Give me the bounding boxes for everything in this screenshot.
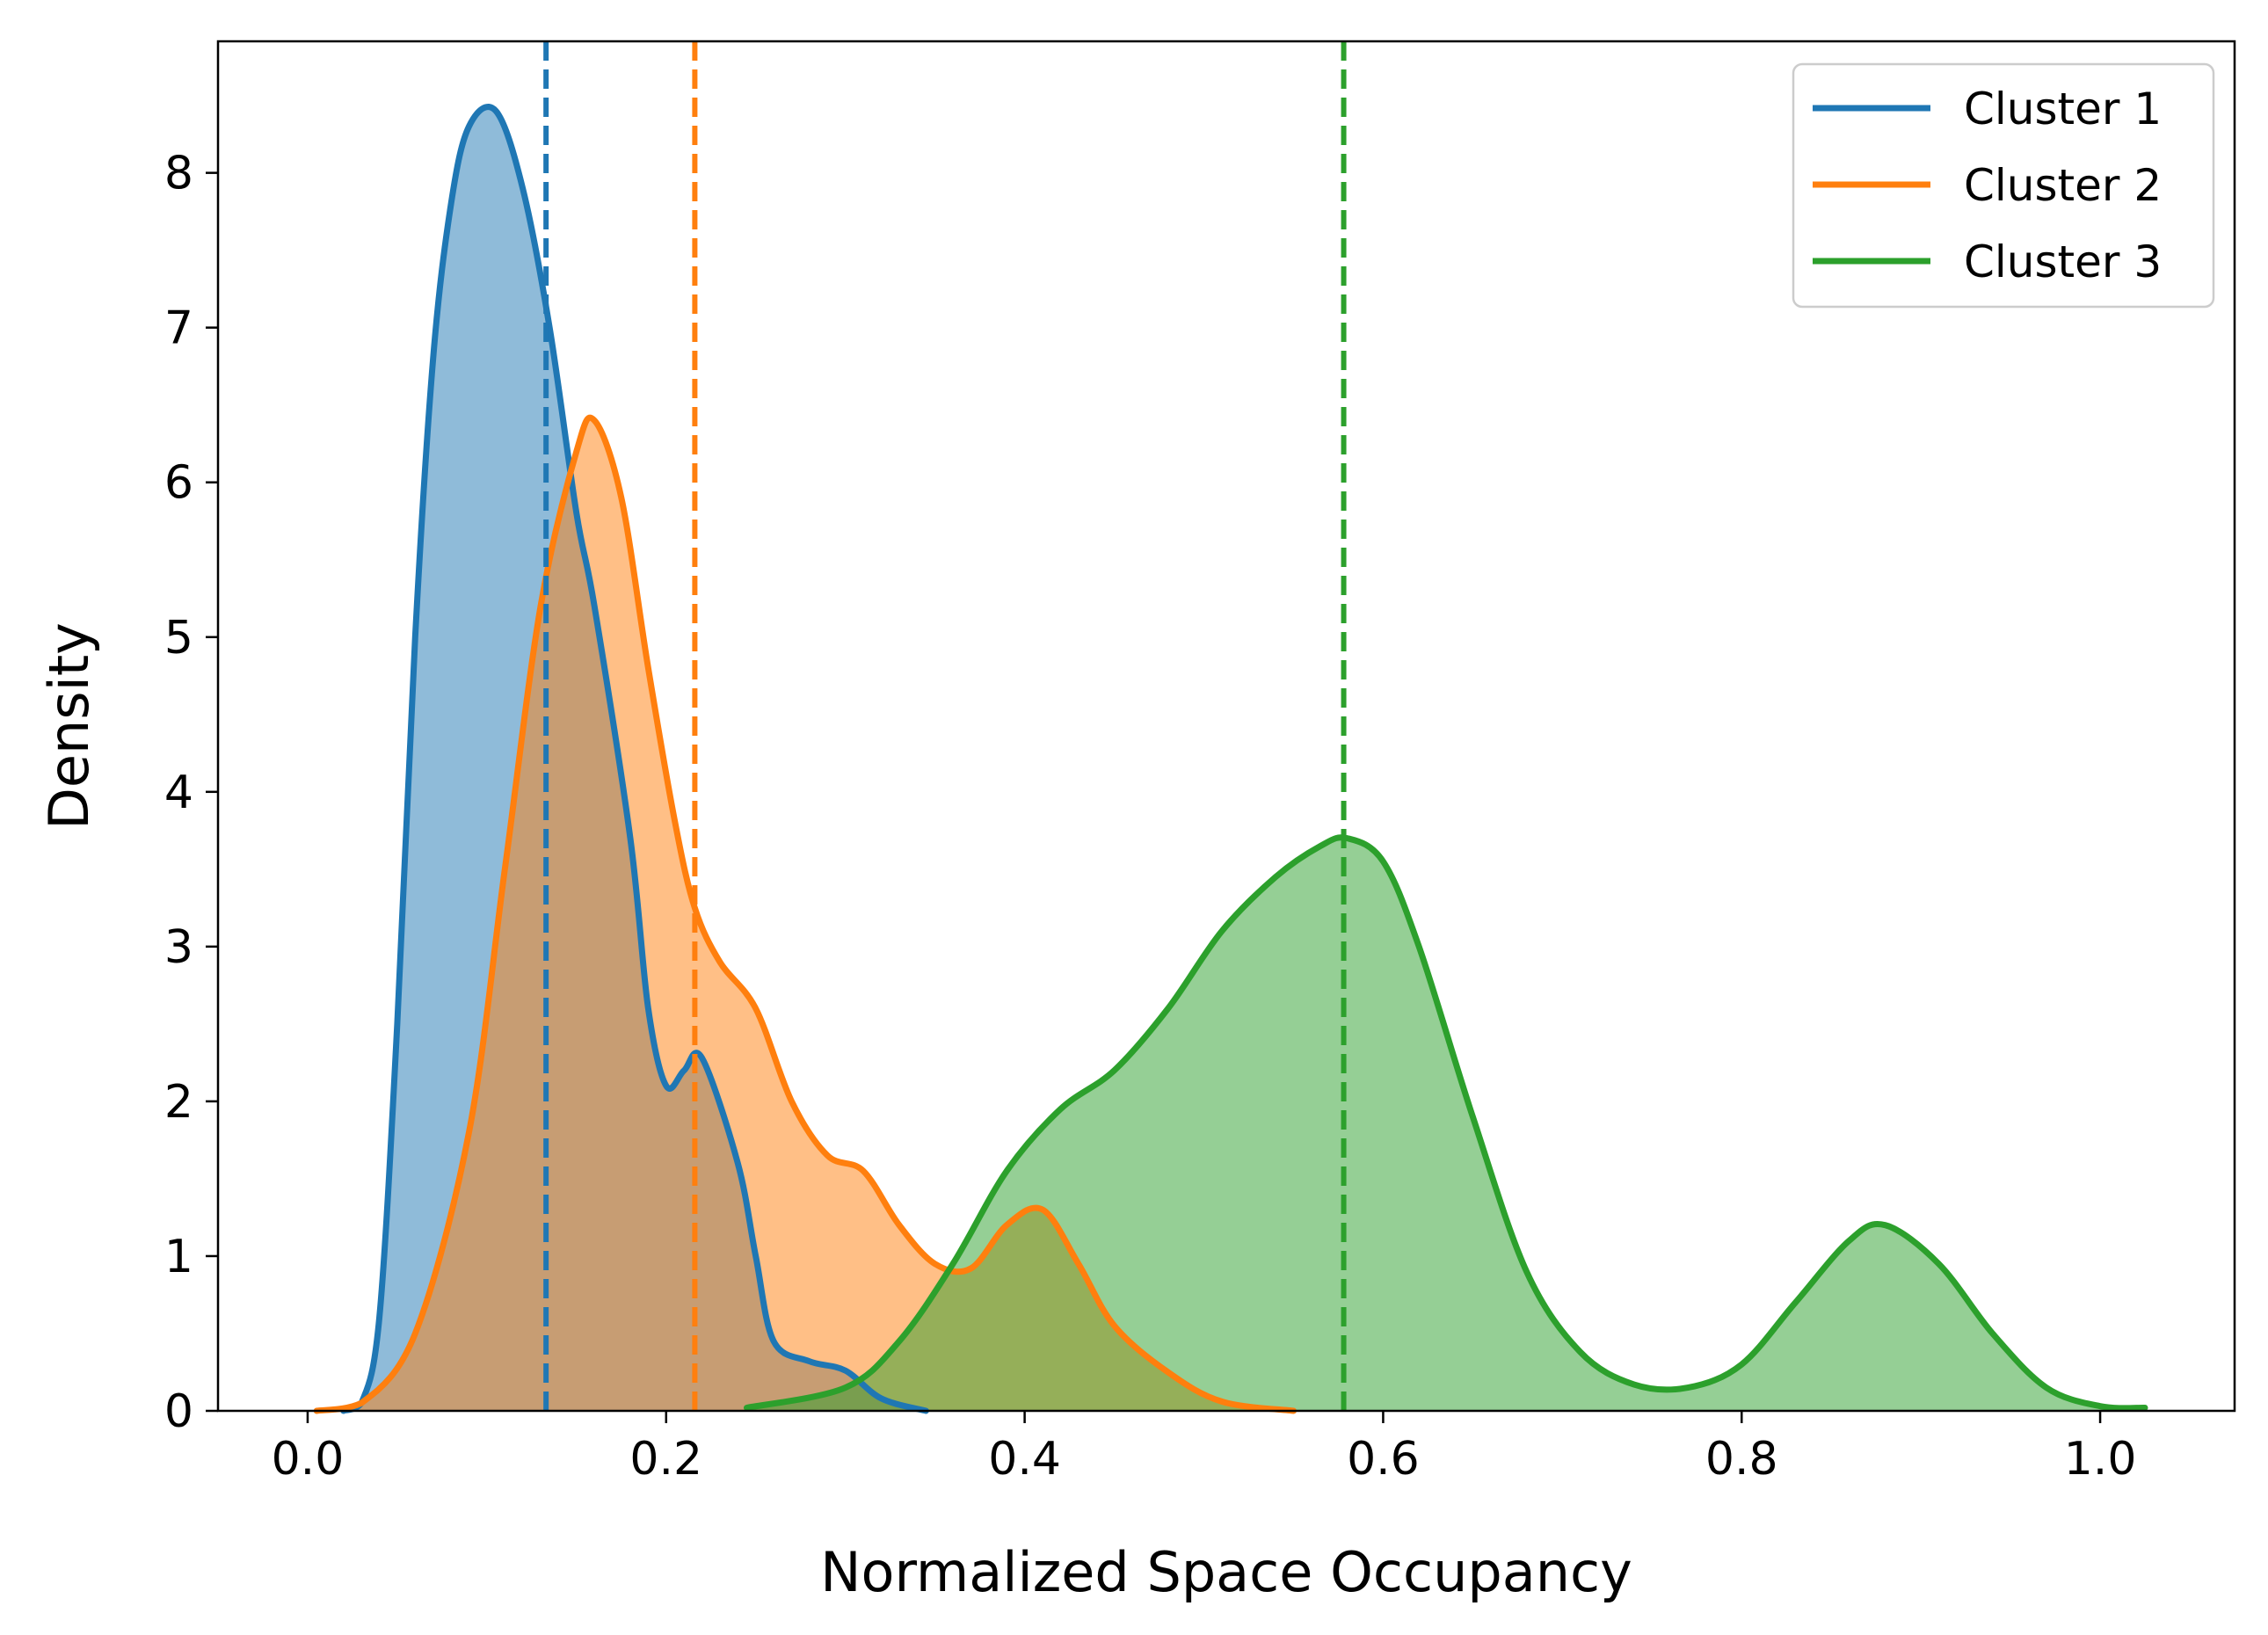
cluster-1-density-line	[340, 104, 929, 1414]
cluster-2-density-fill	[316, 418, 1294, 1412]
x-tick-label: 1.0	[2064, 1433, 2137, 1486]
x-tick-label: 0.0	[272, 1433, 345, 1486]
plot-frame	[216, 40, 2236, 1413]
cluster-3-density-line	[744, 834, 2148, 1412]
y-tick-label: 0	[164, 1385, 193, 1438]
mean-lines	[543, 41, 1347, 1411]
y-tick-label: 4	[164, 767, 193, 819]
x-tick-label: 0.2	[629, 1433, 702, 1486]
x-tick-label: 0.4	[988, 1433, 1061, 1486]
x-tick-label: 0.6	[1347, 1433, 1420, 1486]
x-axis-ticks: 0.0 0.2 0.4 0.6 0.8 1.0	[272, 1411, 2137, 1486]
cluster-2-density-line	[313, 414, 1297, 1414]
y-tick-label: 3	[164, 921, 193, 974]
cluster-1-legend-label: Cluster 1	[1964, 84, 2162, 134]
density-lines	[313, 104, 2148, 1414]
x-tick-label: 0.8	[1705, 1433, 1778, 1486]
density-fills	[316, 106, 2145, 1412]
y-tick-label: 5	[164, 612, 193, 665]
cluster-3-density-fill	[746, 837, 2145, 1411]
y-tick-label: 1	[164, 1231, 193, 1283]
x-axis-label: Normalized Space Occupancy	[820, 1540, 1632, 1604]
legend: Cluster 1 Cluster 2 Cluster 3	[1792, 62, 2215, 309]
y-tick-label: 7	[164, 302, 193, 355]
y-tick-label: 2	[164, 1076, 193, 1129]
legend-box	[1792, 62, 2215, 309]
y-axis-label: Density	[37, 622, 101, 830]
cluster-2-legend-label: Cluster 2	[1964, 160, 2162, 211]
y-axis-ticks: 0 1 2 3 4 5 6 7 8	[164, 148, 218, 1438]
cluster-3-legend-label: Cluster 3	[1964, 236, 2162, 287]
y-tick-label: 6	[164, 457, 193, 510]
y-tick-label: 8	[164, 148, 193, 200]
